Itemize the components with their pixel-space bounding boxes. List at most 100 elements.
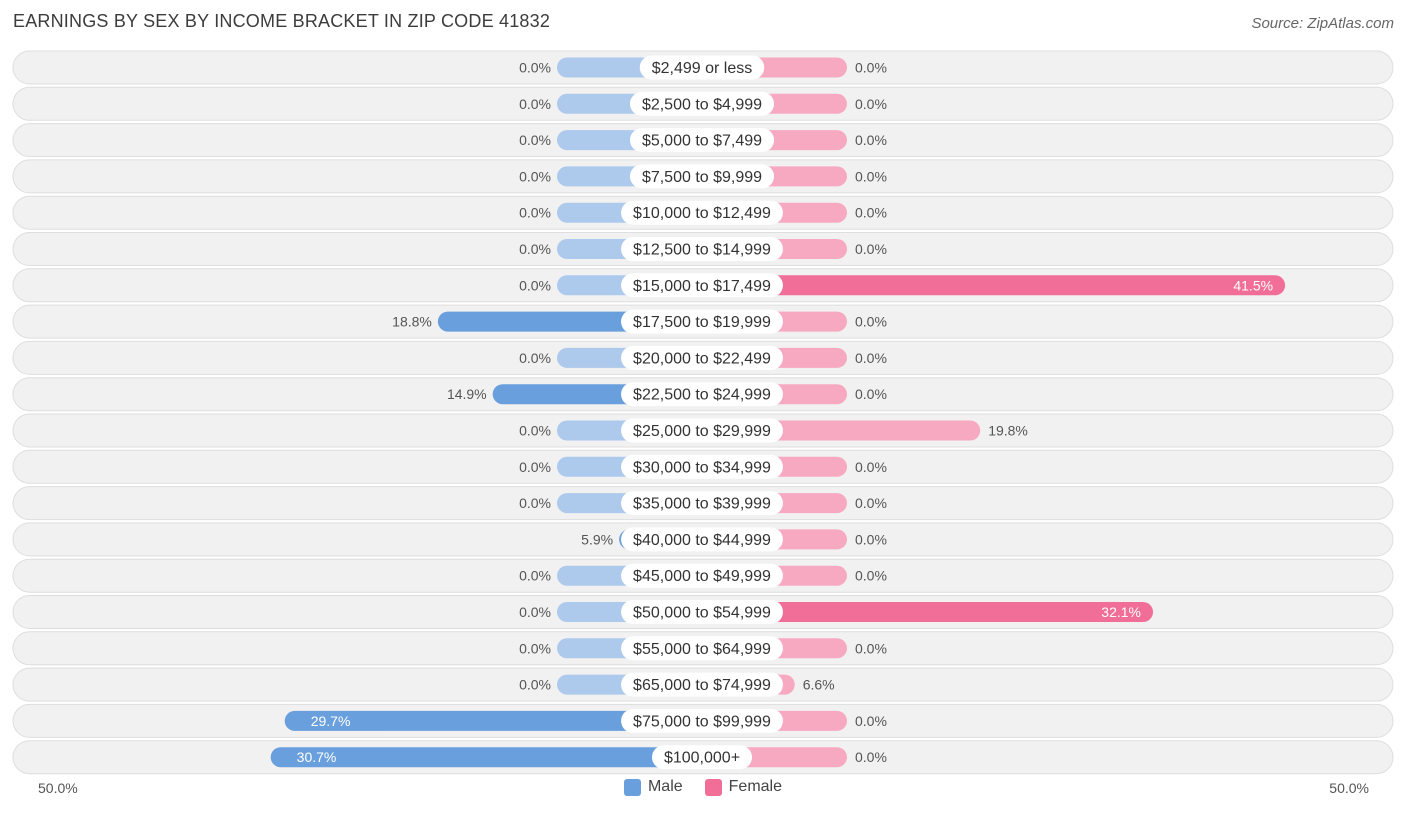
legend-item-male[interactable]: Male (623, 778, 683, 796)
chart-row: 0.0% 0.0% $5,000 to $7,499 (12, 123, 1394, 158)
category-label: $25,000 to $29,999 (621, 418, 783, 443)
female-value-label: 0.0% (855, 205, 887, 221)
male-bar[interactable] (284, 710, 702, 731)
category-label-pill (621, 200, 783, 225)
category-label: $45,000 to $49,999 (621, 563, 783, 588)
category-label-pill (621, 382, 783, 407)
category-label-pill (621, 237, 783, 261)
category-label: $75,000 to $99,999 (621, 708, 783, 733)
male-value-label: 0.0% (519, 277, 551, 293)
category-label-pill (621, 708, 783, 733)
chart-row: 0.0% 0.0% $20,000 to $22,499 (12, 340, 1394, 375)
female-bar[interactable] (702, 602, 1154, 622)
legend-label-male: Male (647, 778, 683, 795)
category-label-text: $55,000 to $64,999 (633, 641, 771, 658)
female-value-label: 0.0% (855, 168, 887, 184)
female-value-label: 0.0% (855, 568, 887, 584)
chart-row: 0.0% 0.0% $2,499 or less (12, 50, 1394, 85)
category-label-pill (639, 55, 765, 80)
category-label-pill (651, 745, 753, 770)
male-value-label: 0.0% (519, 60, 551, 76)
male-value-label: 0.0% (519, 677, 551, 693)
chart-row: 0.0% 6.6% $65,000 to $74,999 (12, 667, 1394, 702)
male-value-label: 0.0% (519, 568, 551, 584)
category-label-text: $40,000 to $44,999 (633, 532, 771, 549)
category-label-pill (621, 454, 783, 479)
category-label: $65,000 to $74,999 (621, 672, 783, 697)
category-label-pill (621, 491, 783, 516)
category-label-pill (621, 600, 783, 624)
chart-row: 0.0% 0.0% $12,500 to $14,999 (12, 232, 1394, 266)
chart-row: 0.0% 41.5% $15,000 to $17,499 (12, 268, 1394, 303)
male-value-label: 18.8% (392, 314, 432, 330)
chart-row: 0.0% 32.1% $50,000 to $54,999 (12, 595, 1394, 629)
category-label-text: $25,000 to $29,999 (633, 423, 771, 440)
male-value-label: 14.9% (447, 386, 487, 402)
category-label-text: $10,000 to $12,499 (633, 205, 771, 222)
chart-row: 0.0% 0.0% $45,000 to $49,999 (12, 558, 1394, 593)
female-value-label: 6.6% (803, 677, 835, 693)
male-value-label: 0.0% (519, 168, 551, 184)
male-value-label: 30.7% (297, 749, 337, 765)
female-value-label: 0.0% (855, 713, 887, 729)
category-label-text: $2,499 or less (652, 60, 753, 77)
category-label-text: $17,500 to $19,999 (633, 314, 771, 331)
category-label-text: $20,000 to $22,499 (633, 350, 771, 367)
category-label-pill (621, 309, 783, 334)
male-bar[interactable] (270, 747, 702, 768)
legend-label-female: Female (728, 778, 783, 795)
female-value-label: 0.0% (855, 749, 887, 765)
category-label-pill (621, 418, 783, 443)
category-label-text: $35,000 to $39,999 (633, 496, 771, 513)
category-label: $5,000 to $7,499 (629, 128, 775, 153)
category-label-text: $100,000+ (664, 750, 740, 767)
chart-row: 0.0% 0.0% $30,000 to $34,999 (12, 449, 1394, 484)
female-value-label: 32.1% (1101, 604, 1141, 620)
chart-row: 0.0% 19.8% $25,000 to $29,999 (12, 413, 1394, 448)
category-label-text: $22,500 to $24,999 (633, 387, 771, 404)
female-value-label: 0.0% (855, 314, 887, 330)
male-value-label: 29.7% (311, 713, 351, 729)
category-label-pill (629, 91, 775, 116)
male-value-label: 0.0% (519, 640, 551, 656)
female-value-label: 0.0% (855, 241, 887, 257)
category-label: $10,000 to $12,499 (621, 200, 783, 225)
category-label-text: $12,500 to $14,999 (633, 242, 771, 259)
chart-row: 0.0% 0.0% $35,000 to $39,999 (12, 486, 1394, 521)
source-credit: Source: ZipAtlas.com (1251, 15, 1394, 32)
chart-row: 18.8% 0.0% $17,500 to $19,999 (12, 304, 1394, 339)
category-label: $2,499 or less (639, 55, 765, 80)
category-label-pill (629, 164, 775, 189)
female-value-label: 0.0% (855, 132, 887, 148)
female-value-label: 19.8% (988, 423, 1028, 439)
category-label-pill (621, 563, 783, 588)
male-value-label: 0.0% (519, 241, 551, 257)
category-label-pill (621, 273, 783, 298)
category-label-text: $15,000 to $17,499 (633, 278, 771, 295)
category-label: $15,000 to $17,499 (621, 273, 783, 298)
category-label-pill (621, 636, 783, 661)
legend-item-female[interactable]: Female (704, 778, 783, 796)
category-label-text: $30,000 to $34,999 (633, 459, 771, 476)
axis-label-right: 50.0% (1329, 780, 1369, 796)
legend-swatch-female (704, 778, 722, 796)
category-label-text: $5,000 to $7,499 (642, 133, 762, 150)
male-value-label: 0.0% (519, 350, 551, 366)
female-value-label: 0.0% (855, 495, 887, 511)
category-label: $50,000 to $54,999 (621, 600, 783, 624)
category-label: $22,500 to $24,999 (621, 382, 783, 407)
chart-row: 0.0% 0.0% $2,500 to $4,999 (12, 86, 1394, 121)
category-label: $12,500 to $14,999 (621, 237, 783, 261)
diverging-bar-chart: 0.0% 0.0% $2,499 or less 0.0% 0.0% $2,500 to … (12, 50, 1394, 775)
category-label: $20,000 to $22,499 (621, 345, 783, 370)
category-label-text: $75,000 to $99,999 (633, 713, 771, 730)
category-label-pill (621, 527, 783, 552)
female-bar[interactable] (702, 275, 1286, 296)
category-label: $7,500 to $9,999 (629, 164, 775, 189)
category-label-pill (629, 128, 775, 153)
category-label-pill (621, 672, 783, 697)
male-value-label: 0.0% (519, 604, 551, 620)
category-label: $35,000 to $39,999 (621, 491, 783, 516)
category-label: $30,000 to $34,999 (621, 454, 783, 479)
chart-row: 14.9% 0.0% $22,500 to $24,999 (12, 377, 1394, 412)
